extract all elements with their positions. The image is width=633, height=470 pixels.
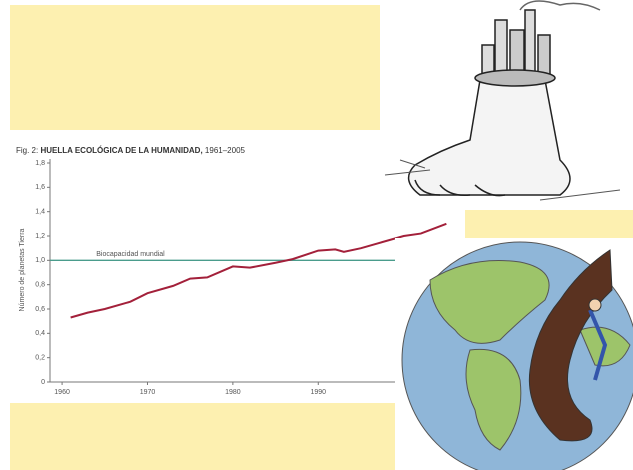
y-tick-label: 0 — [41, 379, 45, 386]
y-tick-label: 1,2 — [35, 233, 45, 240]
chart-title: Fig. 2: HUELLA ECOLÓGICA DE LA HUMANIDAD… — [16, 146, 246, 155]
y-tick-label: 0,6 — [35, 306, 45, 313]
y-tick-label: 0,4 — [35, 330, 45, 337]
yellow-panel — [10, 5, 380, 130]
globe-illustration — [395, 238, 633, 470]
y-tick-label: 1,6 — [35, 184, 45, 191]
y-tick-label: 0,2 — [35, 355, 45, 362]
title-figure: Fig. 2: — [16, 146, 38, 155]
yellow-panel — [10, 400, 395, 470]
y-tick-label: 0,8 — [35, 282, 45, 289]
y-tick-label: 1,8 — [35, 160, 45, 167]
y-tick-label: 1,4 — [35, 209, 45, 216]
reference-label: Biocapacidad mundial — [96, 251, 165, 258]
x-tick-label: 1980 — [225, 389, 241, 396]
x-tick-label: 1970 — [140, 389, 156, 396]
title-years: 1961–2005 — [205, 146, 246, 155]
x-tick-label: 1960 — [54, 389, 70, 396]
y-axis-label: Número de planetas Tierra — [19, 228, 26, 311]
y-tick-label: 1,0 — [35, 257, 45, 264]
foot-cartoon — [380, 0, 633, 210]
footprint-line — [70, 222, 447, 319]
x-tick-label: 1990 — [310, 389, 326, 396]
title-main: HUELLA ECOLÓGICA DE LA HUMANIDAD, — [40, 146, 202, 155]
